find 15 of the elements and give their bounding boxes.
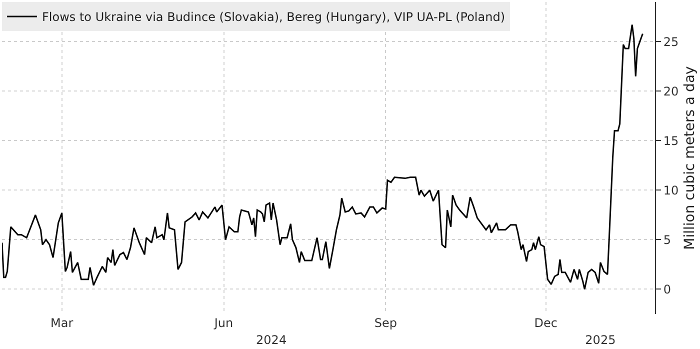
y-tick-label: 20 — [663, 84, 679, 98]
x-tick-label: Jun — [213, 316, 234, 330]
x-tick-label: Sep — [374, 316, 398, 330]
x-tick-label: Dec — [534, 316, 558, 330]
y-axis-title: Million cubic meters a day — [682, 66, 698, 250]
line-series — [2, 24, 644, 290]
y-tick-label: 0 — [663, 282, 672, 296]
x-tick-label: Mar — [50, 316, 74, 330]
x2-tick-label: 2025 — [585, 333, 616, 347]
y-tick-label: 15 — [663, 134, 679, 148]
legend-label: Flows to Ukraine via Budince (Slovakia), Bereg (Hungary), VIP UA-PL (Poland) — [42, 10, 505, 24]
y-tick-label: 25 — [663, 34, 679, 49]
y-tick-label: 10 — [663, 183, 679, 198]
x2-tick-label: 2024 — [256, 333, 287, 347]
y-tick-label: 5 — [663, 232, 672, 247]
